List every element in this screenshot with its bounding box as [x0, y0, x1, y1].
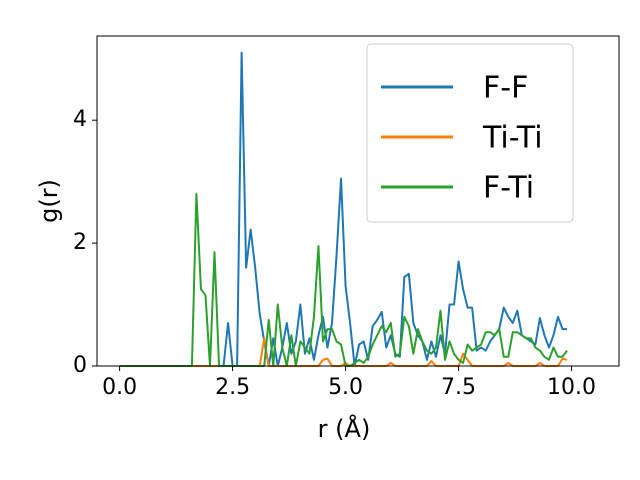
x-tick-label: 2.5: [215, 375, 250, 400]
legend-label: F-F: [483, 71, 528, 106]
x-tick-label: 7.5: [441, 375, 476, 400]
y-tick-label: 2: [73, 230, 87, 255]
legend-label: Ti-Ti: [482, 121, 543, 156]
x-tick-label: 10.0: [547, 375, 596, 400]
legend-label: F-Ti: [483, 171, 534, 206]
legend: F-F Ti-Ti F-Ti: [366, 43, 574, 223]
series-line: [119, 192, 568, 367]
x-tick-label: 0.0: [102, 375, 137, 400]
x-axis-label: r (Å): [318, 414, 371, 443]
axes-frame: [96, 35, 620, 367]
y-axis-label: g(r): [35, 179, 63, 223]
y-tick-label: 4: [73, 107, 87, 132]
x-tick-label: 5.0: [328, 375, 363, 400]
y-tick-label: 0: [73, 353, 87, 378]
